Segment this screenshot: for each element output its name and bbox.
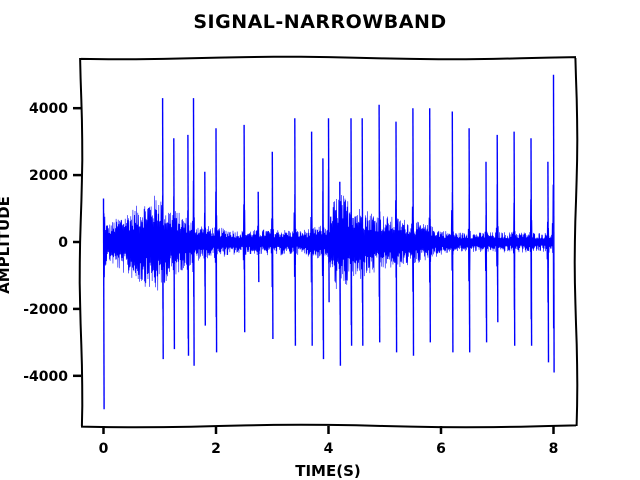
signal-spike-12 [322, 158, 325, 360]
x-tick-label-2: 4 [324, 441, 334, 457]
signal-spike-13 [327, 118, 330, 303]
y-axis-label: AMPLITUDE [0, 196, 13, 294]
signal-spike-9 [271, 151, 274, 340]
signal-spike-28 [552, 74, 555, 373]
x-tick-label-1: 2 [211, 441, 221, 457]
signal-spike-25 [513, 131, 516, 346]
x-axis-label: TIME(S) [295, 462, 361, 480]
signal-spike-4 [192, 98, 195, 366]
x-tick-label-0: 0 [99, 441, 109, 457]
plot-frame [78, 55, 579, 429]
y-tick-label-3: 2000 [29, 168, 68, 184]
y-tick-label-0: -4000 [23, 369, 68, 385]
chart-title: SIGNAL-NARROWBAND [193, 11, 446, 33]
signal-spike-2 [173, 138, 176, 350]
signal-spike-17 [378, 104, 381, 343]
x-tick-label-3: 6 [436, 441, 446, 457]
signal-spike-15 [350, 118, 353, 346]
signal-spike-18 [395, 121, 398, 353]
y-tick-label-4: 4000 [29, 101, 68, 117]
signal-spike-27 [547, 161, 550, 363]
signal-series [102, 74, 555, 410]
x-axis-ticks: 0 2 4 6 8 [99, 426, 559, 457]
y-tick-label-1: -2000 [23, 302, 68, 318]
signal-spike-3 [187, 134, 190, 356]
signal-spike-22 [468, 128, 471, 353]
signal-spike-10 [294, 118, 297, 346]
signal-spike-16 [361, 118, 364, 346]
signal-spike-24 [496, 134, 499, 323]
signal-spike-26 [530, 138, 533, 346]
signal-spike-23 [485, 161, 488, 343]
signal-spike-20 [429, 108, 431, 343]
signal-spike-7 [243, 124, 246, 333]
signal-spike-8 [257, 191, 260, 283]
x-tick-label-4: 8 [549, 441, 559, 457]
signal-spike-5 [204, 171, 206, 326]
signal-spike-1 [161, 98, 164, 360]
signal-spike-21 [451, 111, 454, 353]
signal-spike-14 [339, 181, 342, 366]
y-axis-ticks: -4000 -2000 0 2000 4000 [23, 101, 81, 385]
signal-spike-0 [102, 198, 105, 410]
signal-spike-19 [412, 108, 415, 356]
y-tick-label-2: 0 [58, 235, 68, 251]
signal-spike-11 [310, 131, 313, 346]
signal-spike-6 [215, 128, 218, 353]
